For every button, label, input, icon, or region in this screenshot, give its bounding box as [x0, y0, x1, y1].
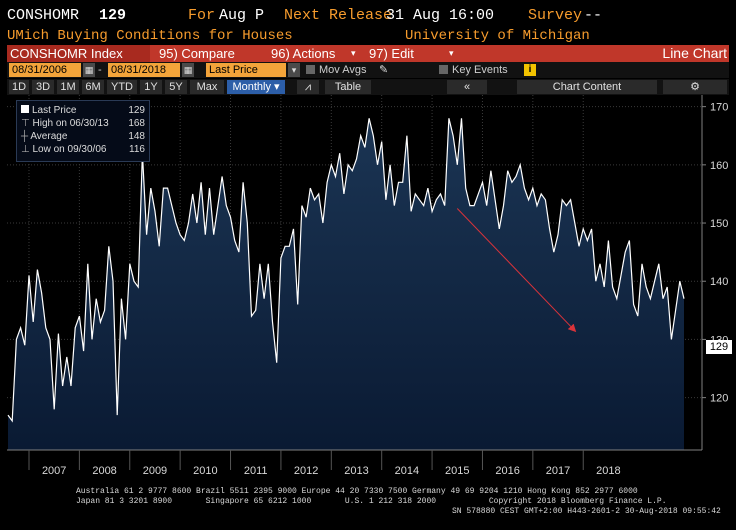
footer-contacts-line1: Australia 61 2 9777 8600 Brazil 5511 239… — [76, 487, 638, 496]
data-source: University of Michigan — [405, 28, 590, 44]
period-ytd-button[interactable]: YTD — [107, 80, 137, 94]
x-axis: 2007 2008 2009 2010 2011 2012 2013 2014 2015 2016… — [7, 449, 702, 477]
frequency-select[interactable]: Monthly ▾ — [227, 80, 285, 94]
date-separator: - — [98, 64, 102, 76]
period-1d-button[interactable]: 1D — [9, 80, 29, 94]
gear-icon[interactable]: ⚙ — [663, 80, 727, 94]
price-area — [7, 118, 685, 451]
calendar-icon[interactable]: ▦ — [83, 63, 95, 77]
series-swatch-icon — [21, 105, 29, 113]
period-6m-button[interactable]: 6M — [82, 80, 104, 94]
info-icon[interactable]: i — [524, 64, 536, 76]
x-tick-label: 2010 — [193, 465, 217, 477]
end-date-input[interactable]: 08/31/2018 — [108, 63, 180, 77]
x-tick-label: 2015 — [445, 465, 469, 477]
legend-low-value: 116 — [129, 144, 145, 155]
legend-high-label: High on 06/30/13 — [32, 118, 109, 129]
frequency-label: Monthly — [232, 81, 271, 93]
price-chart[interactable]: 120130140150160170 200720082009201020112… — [0, 95, 736, 485]
next-release-date: 31 Aug 16:00 — [386, 7, 495, 24]
period-3d-button[interactable]: 3D — [32, 80, 54, 94]
pencil-icon[interactable]: ✎ — [379, 64, 389, 76]
last-value-marker: 129 — [706, 340, 732, 354]
chart-legend[interactable]: Last Price 129 ⊤ High on 06/30/13 168 ┼ … — [16, 100, 150, 162]
chart-type-label[interactable]: Line Chart — [662, 45, 727, 61]
y-tick-label: 120 — [710, 393, 728, 405]
start-date-input[interactable]: 08/31/2006 — [9, 63, 81, 77]
survey-value: -- — [584, 7, 603, 24]
high-marker-icon: ⊤ — [21, 118, 33, 129]
trend-arrow-line — [456, 208, 577, 333]
footer-contacts-line2: Japan 81 3 3201 8900 Singapore 65 6212 1… — [76, 497, 667, 506]
index-label[interactable]: CONSHOMR Index — [7, 45, 150, 62]
key-events-checkbox[interactable] — [439, 65, 448, 74]
price-area-fill — [8, 118, 684, 451]
period-max-button[interactable]: Max — [190, 80, 224, 94]
footer-session-info: SN 578880 CEST GMT+2:00 H443-2601-2 30-A… — [452, 507, 721, 516]
compare-button[interactable]: 95) Compare — [159, 46, 235, 61]
x-tick-label: 2012 — [294, 465, 318, 477]
average-marker-icon: ┼ — [21, 131, 31, 142]
legend-high: ⊤ High on 06/30/13 168 — [21, 118, 147, 130]
x-tick-label: 2011 — [244, 465, 268, 477]
period-1y-button[interactable]: 1Y — [140, 80, 162, 94]
price-field-select[interactable]: Last Price — [206, 63, 286, 77]
legend-high-value: 168 — [128, 118, 145, 129]
period: Aug P — [219, 7, 265, 24]
date-toolbar: 08/31/2006 ▦ - 08/31/2018 ▦ Last Price ▾… — [7, 62, 729, 78]
survey-label: Survey — [528, 7, 583, 24]
legend-low: ⊥ Low on 09/30/06 116 — [21, 144, 147, 156]
legend-last-price-value: 129 — [128, 105, 145, 116]
calendar-icon[interactable]: ▦ — [182, 63, 194, 77]
x-tick-label: 2014 — [395, 465, 419, 477]
next-release-label: Next Release — [284, 7, 393, 24]
chart-content-button[interactable]: Chart Content — [517, 80, 657, 94]
legend-last-price: Last Price 129 — [21, 105, 147, 117]
x-tick-label: 2007 — [42, 465, 66, 477]
mov-avgs-checkbox[interactable] — [306, 65, 315, 74]
x-tick-label: 2013 — [344, 465, 368, 477]
low-marker-icon: ⊥ — [21, 144, 33, 155]
legend-low-label: Low on 09/30/06 — [32, 144, 107, 155]
x-tick-label: 2017 — [546, 465, 570, 477]
table-button[interactable]: Table — [325, 80, 371, 94]
edit-button[interactable]: 97) Edit — [369, 46, 414, 61]
legend-average-label: Average — [30, 131, 68, 142]
footer: Australia 61 2 9777 8600 Brazil 5511 239… — [0, 485, 736, 530]
line-style-icon[interactable]: ⩘ — [297, 80, 319, 94]
actions-dropdown-icon[interactable]: ▾ — [351, 48, 356, 58]
period-5y-button[interactable]: 5Y — [165, 80, 187, 94]
legend-last-price-label: Last Price — [32, 105, 77, 116]
x-tick-label: 2009 — [143, 465, 167, 477]
period-1m-button[interactable]: 1M — [57, 80, 79, 94]
x-tick-label: 2008 — [92, 465, 116, 477]
actions-button[interactable]: 96) Actions — [271, 46, 336, 61]
chevron-down-icon[interactable]: ▾ — [288, 63, 300, 77]
y-tick-label: 150 — [710, 218, 728, 230]
security-description: UMich Buying Conditions for Houses — [7, 28, 293, 44]
security-description-row: UMich Buying Conditions for Houses Unive… — [0, 28, 736, 44]
collapse-button[interactable]: « — [447, 80, 487, 94]
for-label: For — [188, 7, 216, 24]
price-line — [7, 118, 685, 423]
period-toolbar: 1D 3D 1M 6M YTD 1Y 5Y Max Monthly ▾ ⩘ Ta… — [7, 79, 729, 95]
y-tick-label: 140 — [710, 276, 728, 288]
security-header: CONSHOMR 129 For Aug P Next Release 31 A… — [0, 0, 736, 28]
key-events-label: Key Events — [452, 64, 508, 76]
y-tick-label: 160 — [710, 160, 728, 172]
y-axis: 120130140150160170 — [702, 102, 728, 405]
x-tick-label: 2018 — [596, 465, 620, 477]
trend-arrow — [456, 208, 577, 333]
legend-average-value: 148 — [128, 131, 145, 142]
function-menu-bar: CONSHOMR Index 95) Compare 96) Actions ▾… — [7, 45, 729, 62]
y-tick-label: 170 — [710, 102, 728, 114]
x-tick-label: 2016 — [495, 465, 519, 477]
current-value: 129 — [99, 7, 127, 24]
edit-dropdown-icon[interactable]: ▾ — [449, 48, 454, 58]
legend-average: ┼ Average 148 — [21, 131, 147, 143]
ticker: CONSHOMR — [7, 7, 80, 24]
mov-avgs-label: Mov Avgs — [319, 64, 367, 76]
